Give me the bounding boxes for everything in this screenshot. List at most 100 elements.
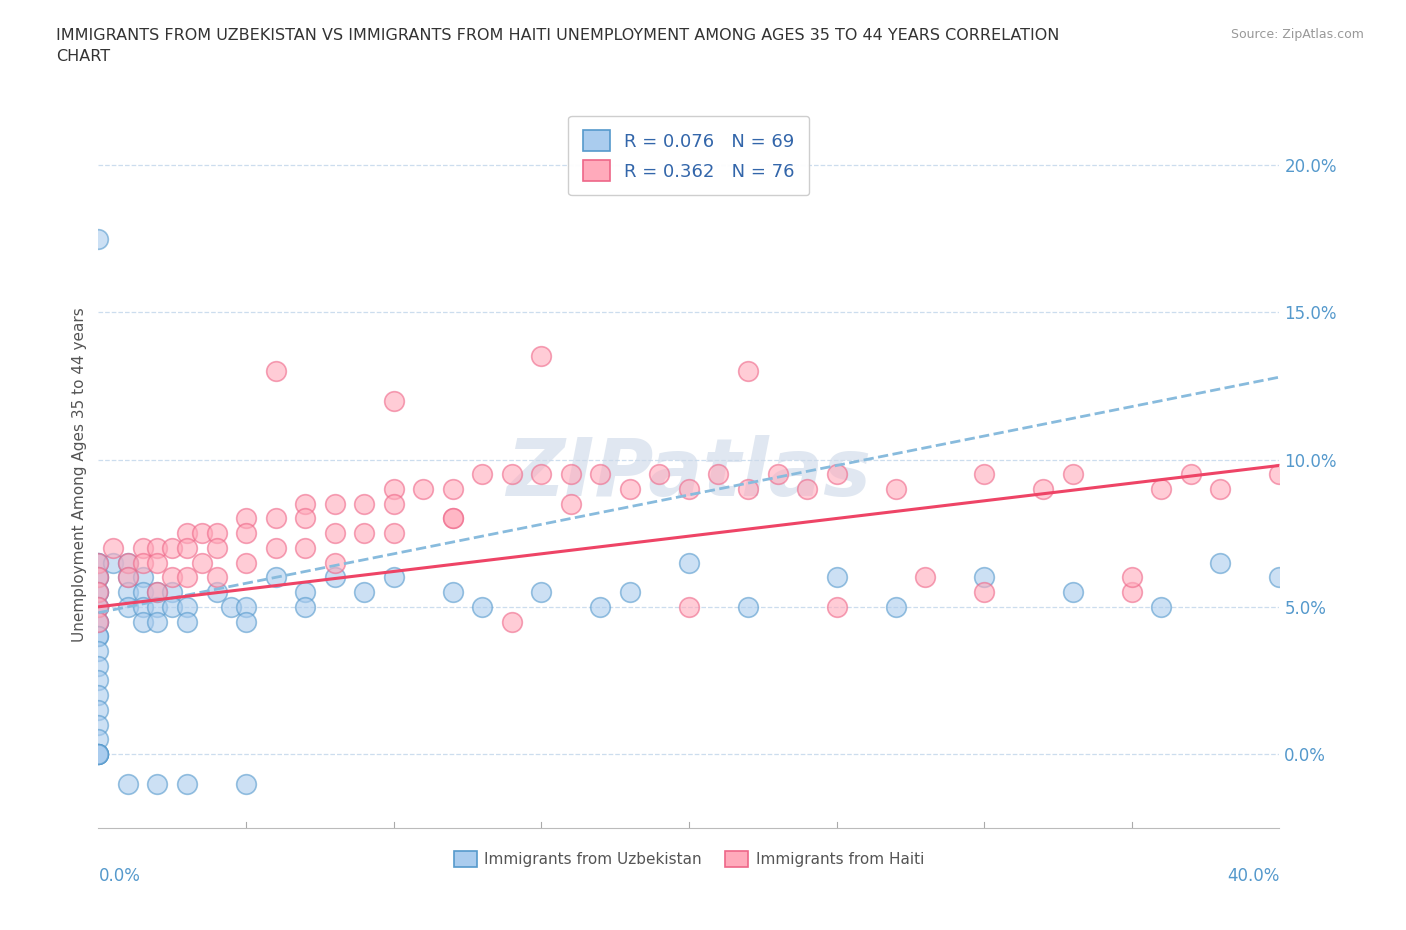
Point <box>678 555 700 570</box>
Point <box>264 512 287 526</box>
Point <box>619 585 641 600</box>
Point <box>973 585 995 600</box>
Point <box>471 600 494 615</box>
Point <box>737 482 759 497</box>
Point <box>264 540 287 555</box>
Point <box>441 512 464 526</box>
Point <box>117 555 139 570</box>
Point <box>87 658 110 673</box>
Point <box>382 525 405 540</box>
Text: 0.0%: 0.0% <box>98 867 141 884</box>
Point <box>205 585 228 600</box>
Point <box>205 525 228 540</box>
Point <box>87 732 110 747</box>
Y-axis label: Unemployment Among Ages 35 to 44 years: Unemployment Among Ages 35 to 44 years <box>72 307 87 642</box>
Point <box>176 614 198 629</box>
Point <box>441 585 464 600</box>
Point <box>146 600 169 615</box>
Point <box>825 467 848 482</box>
Point <box>87 585 110 600</box>
Point <box>382 570 405 585</box>
Point <box>162 540 183 555</box>
Point <box>1121 570 1143 585</box>
Point <box>132 540 155 555</box>
Point <box>132 585 155 600</box>
Point <box>441 482 464 497</box>
Point <box>162 600 183 615</box>
Point <box>87 717 110 732</box>
Point <box>678 482 700 497</box>
Point <box>501 467 523 482</box>
Point <box>235 525 257 540</box>
Point <box>294 585 316 600</box>
Point <box>884 482 907 497</box>
Point <box>1180 467 1202 482</box>
Point <box>353 525 375 540</box>
Point <box>294 600 316 615</box>
Point <box>560 497 582 512</box>
Text: IMMIGRANTS FROM UZBEKISTAN VS IMMIGRANTS FROM HAITI UNEMPLOYMENT AMONG AGES 35 T: IMMIGRANTS FROM UZBEKISTAN VS IMMIGRANTS… <box>56 28 1060 64</box>
Text: Source: ZipAtlas.com: Source: ZipAtlas.com <box>1230 28 1364 41</box>
Point <box>117 600 139 615</box>
Point <box>884 600 907 615</box>
Point <box>235 776 257 790</box>
Point <box>87 702 110 717</box>
Point <box>162 585 183 600</box>
Point <box>176 525 198 540</box>
Point <box>294 497 316 512</box>
Point <box>146 585 169 600</box>
Point <box>117 555 139 570</box>
Point <box>87 585 110 600</box>
Point <box>1150 600 1173 615</box>
Point <box>1268 570 1291 585</box>
Point <box>191 555 214 570</box>
Point <box>382 497 405 512</box>
Point <box>87 555 110 570</box>
Point <box>235 614 257 629</box>
Point <box>87 629 110 644</box>
Point <box>1209 555 1232 570</box>
Point <box>146 614 169 629</box>
Point <box>441 512 464 526</box>
Legend: Immigrants from Uzbekistan, Immigrants from Haiti: Immigrants from Uzbekistan, Immigrants f… <box>449 844 929 873</box>
Point <box>205 540 228 555</box>
Point <box>678 600 700 615</box>
Point <box>87 614 110 629</box>
Point <box>530 349 553 364</box>
Point <box>264 364 287 379</box>
Point <box>825 600 848 615</box>
Point <box>132 600 155 615</box>
Point <box>589 600 612 615</box>
Point <box>1032 482 1054 497</box>
Point <box>146 776 169 790</box>
Point <box>87 555 110 570</box>
Point <box>294 512 316 526</box>
Point <box>146 540 169 555</box>
Point <box>471 467 494 482</box>
Point <box>235 600 257 615</box>
Point <box>323 525 346 540</box>
Point <box>737 600 759 615</box>
Point <box>117 570 139 585</box>
Text: ZIPatlas: ZIPatlas <box>506 435 872 513</box>
Point <box>87 747 110 762</box>
Point <box>973 570 995 585</box>
Point <box>914 570 936 585</box>
Point <box>103 555 125 570</box>
Point <box>353 497 375 512</box>
Point <box>87 673 110 688</box>
Point <box>1062 467 1084 482</box>
Point <box>825 570 848 585</box>
Point <box>87 585 110 600</box>
Point <box>87 644 110 658</box>
Point <box>87 570 110 585</box>
Point <box>766 467 789 482</box>
Point <box>87 555 110 570</box>
Point <box>501 614 523 629</box>
Point <box>1062 585 1084 600</box>
Point <box>87 747 110 762</box>
Point <box>589 467 612 482</box>
Point <box>162 570 183 585</box>
Point <box>1121 585 1143 600</box>
Point <box>176 570 198 585</box>
